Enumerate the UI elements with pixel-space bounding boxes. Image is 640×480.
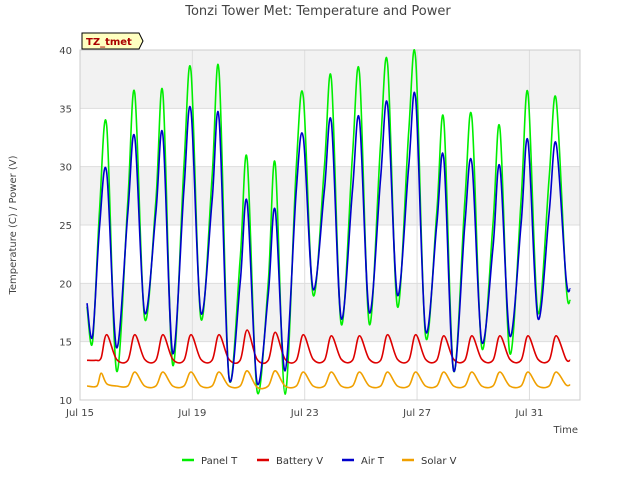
legend-item-battery-v: Battery V [257, 456, 323, 467]
x-tick-label: Jul 27 [402, 408, 431, 419]
legend-item-panel-t: Panel T [182, 456, 238, 467]
x-tick-label: Jul 23 [290, 408, 319, 419]
legend-label: Panel T [201, 456, 238, 467]
x-tick-label: Jul 31 [514, 408, 543, 419]
series-line-battery-v [86, 329, 571, 365]
x-axis-label: Time [553, 425, 578, 436]
y-tick-label: 15 [59, 338, 72, 349]
legend-label: Battery V [276, 456, 323, 467]
legend-label: Air T [361, 456, 385, 467]
y-tick-label: 25 [59, 221, 72, 232]
plot-area [79, 49, 581, 401]
y-tick-label: 10 [59, 396, 72, 407]
chart-title: Tonzi Tower Met: Temperature and Power [184, 4, 451, 19]
grid-band [80, 283, 580, 342]
legend-item-air-t: Air T [342, 456, 385, 467]
y-tick-label: 40 [59, 46, 72, 57]
x-axis: Jul 15 Jul 19 Jul 23 Jul 27 Jul 31 [65, 408, 543, 419]
y-tick-label: 35 [59, 104, 72, 115]
series-line-solar-v [86, 370, 571, 390]
y-tick-label: 30 [59, 163, 72, 174]
x-tick-label: Jul 19 [177, 408, 206, 419]
annotation-box: TZ_tmet [81, 32, 144, 50]
legend-label: Solar V [421, 456, 457, 467]
series-line-air-t [86, 91, 571, 386]
y-axis: 10 15 20 25 30 35 40 [59, 46, 72, 407]
legend: Panel T Battery V Air T Solar V [182, 456, 457, 467]
legend-item-solar-v: Solar V [402, 456, 457, 467]
x-tick-label: Jul 15 [65, 408, 94, 419]
plot-border [79, 49, 581, 401]
y-axis-label: Temperature (C) / Power (V) [8, 155, 19, 295]
series-lines [86, 49, 571, 396]
y-tick-label: 20 [59, 279, 72, 290]
annotation-label: TZ_tmet [86, 37, 132, 48]
